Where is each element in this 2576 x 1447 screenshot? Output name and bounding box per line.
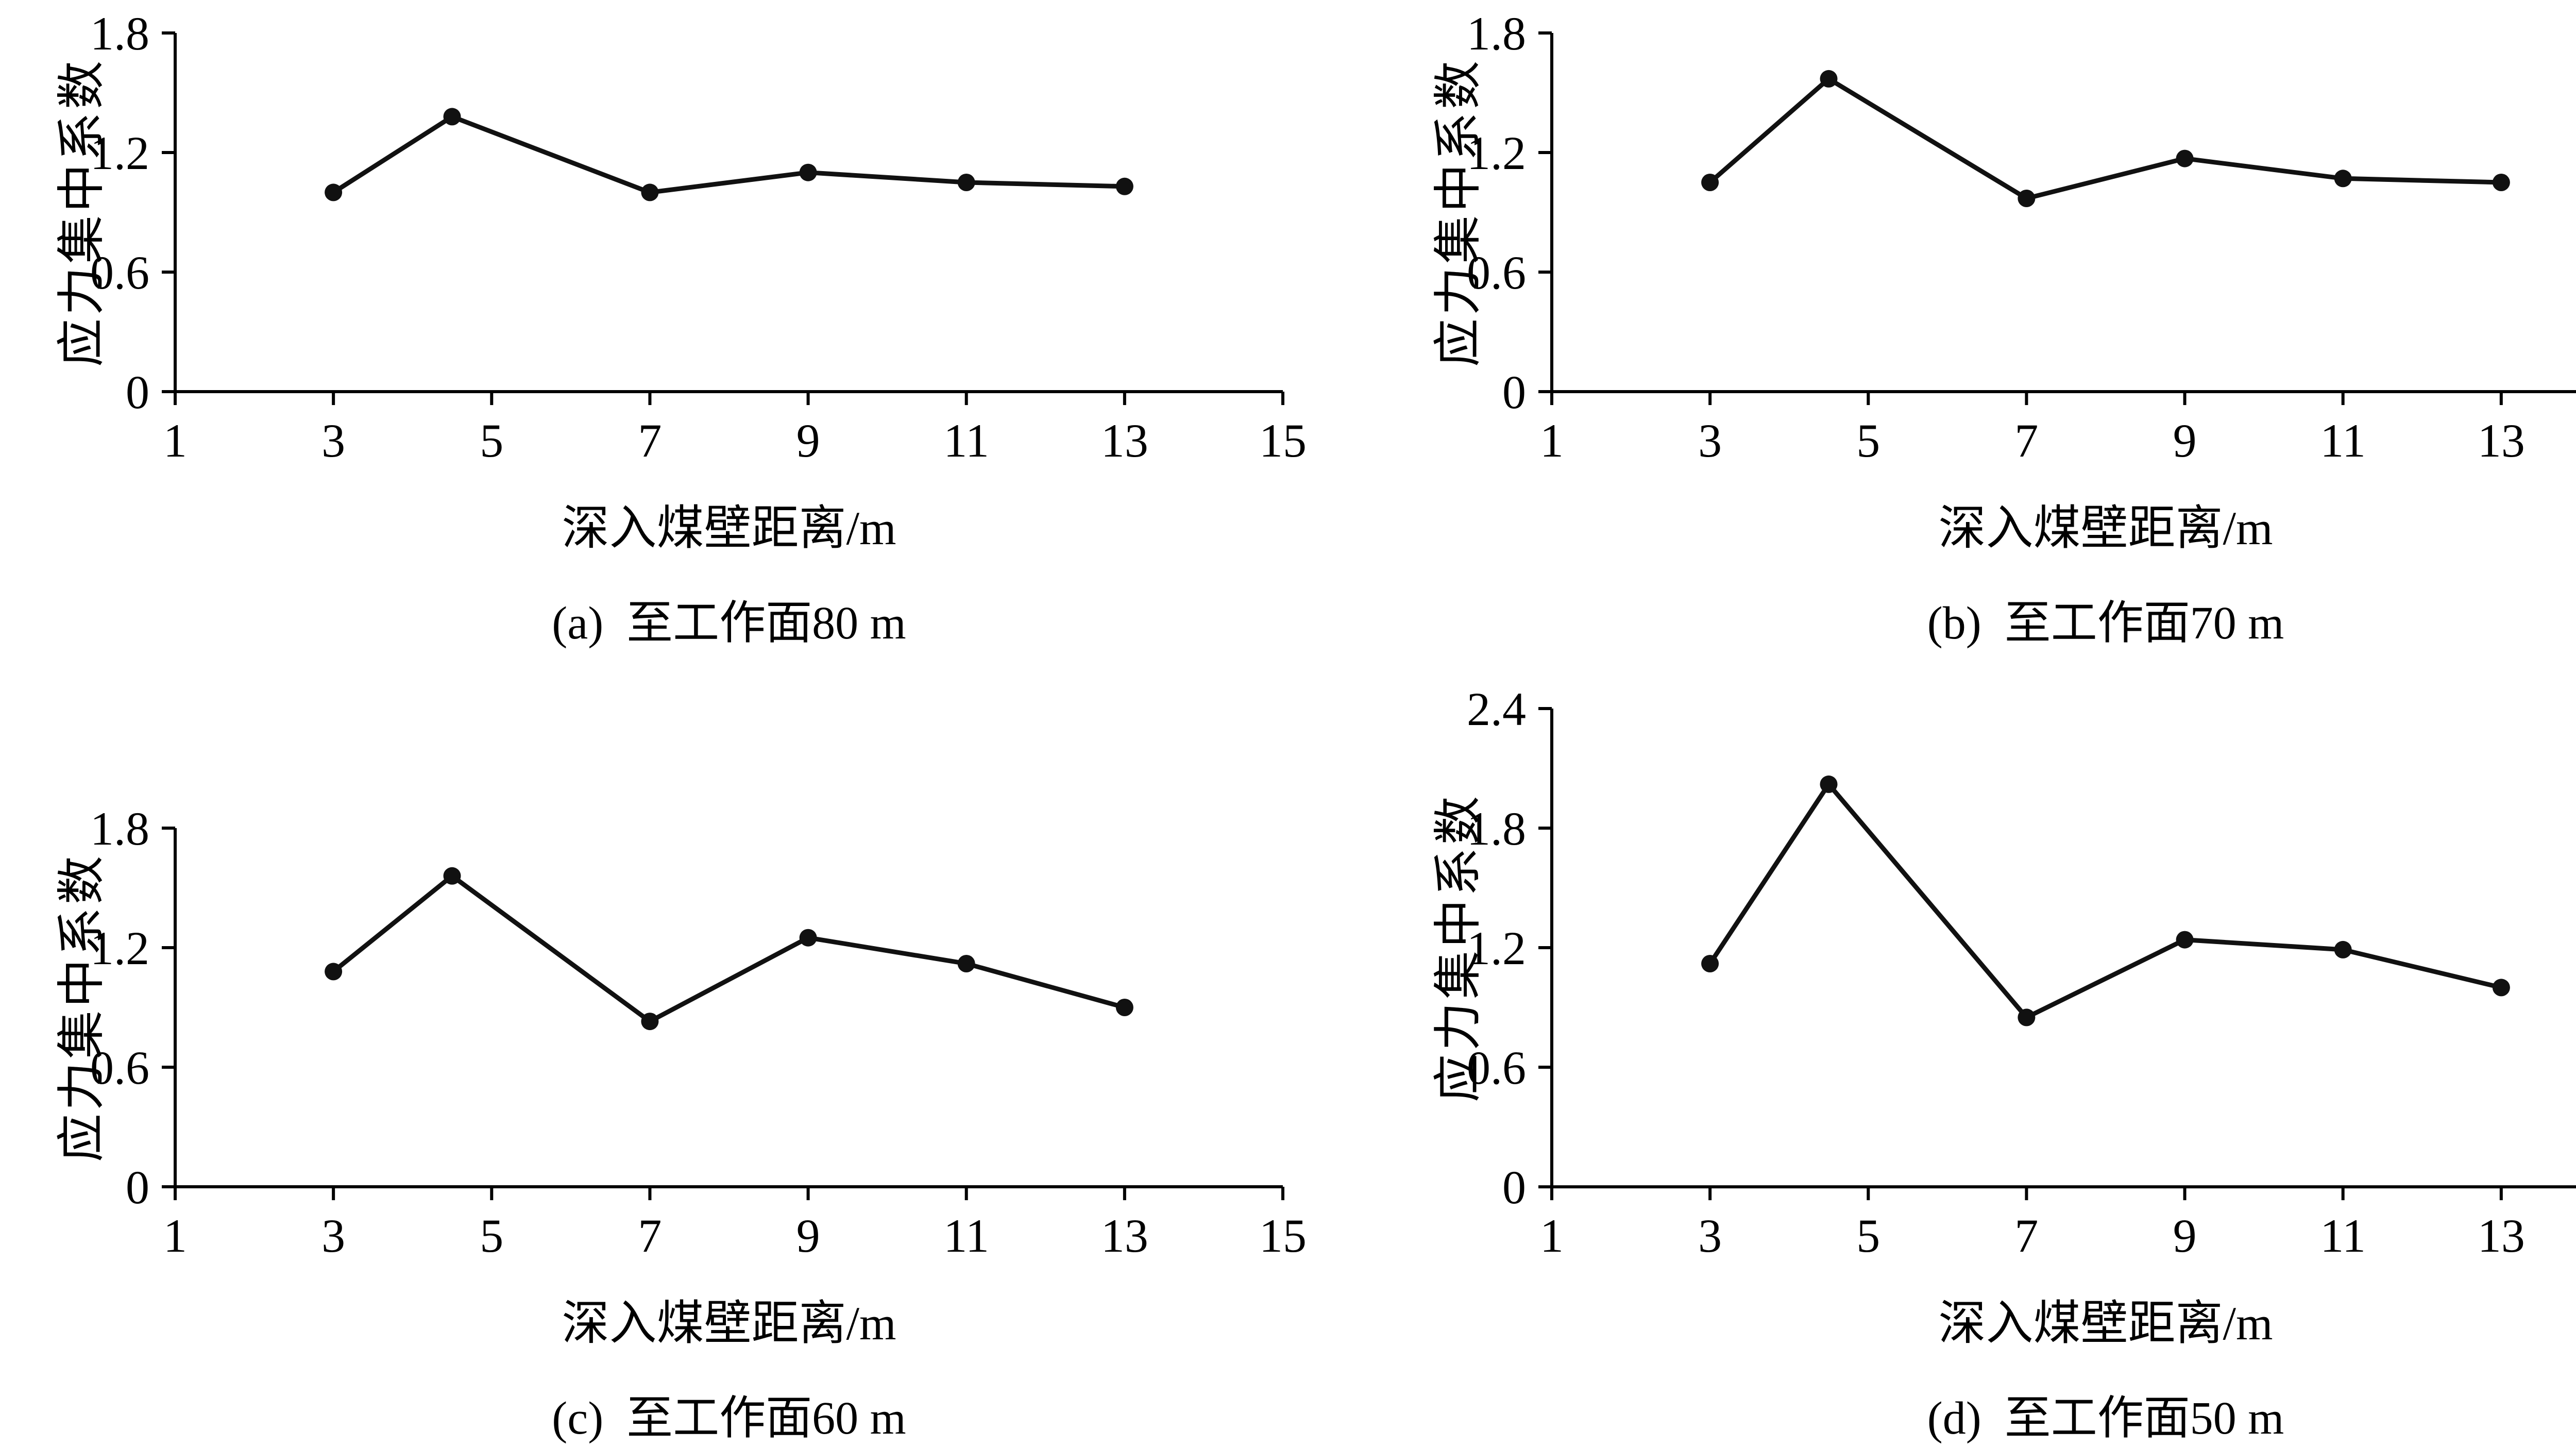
y-tick-label: 1.8 bbox=[90, 802, 149, 855]
chart-c: 应力集中系数 0 0.6 1.2 1.8 1 3 5 7 9 11 13 15 深入煤壁距离/m (c… bbox=[0, 802, 1377, 1447]
x-tick-label: 15 bbox=[1259, 414, 1307, 467]
chart-b-caption: (b) 至工作面70 m bbox=[1927, 598, 2284, 649]
y-tick-label: 1.2 bbox=[1467, 922, 1526, 974]
x-tick-label: 7 bbox=[638, 1209, 662, 1262]
data-point bbox=[2492, 979, 2510, 997]
data-point bbox=[1701, 173, 1719, 191]
chart-a-x-axis-label: 深入煤壁距离/m bbox=[562, 502, 896, 555]
y-tick-label: 0 bbox=[1502, 1161, 1526, 1214]
axes bbox=[174, 32, 1283, 394]
data-point bbox=[2492, 173, 2510, 191]
chart-a: 应力集中系数 0 0.6 1.2 1.8 1 3 5 7 9 11 13 15 深入煤壁距离/m (a… bbox=[0, 7, 1377, 652]
x-tick-label: 5 bbox=[480, 414, 503, 467]
x-tick-label: 13 bbox=[2478, 414, 2525, 467]
data-point bbox=[957, 173, 975, 191]
data-point bbox=[443, 108, 461, 126]
x-tick-label: 1 bbox=[1540, 1209, 1564, 1262]
x-tick-label: 5 bbox=[480, 1209, 503, 1262]
chart-d-y-axis-label: 应力集中系数 bbox=[1432, 793, 1485, 1103]
y-tick-label: 0.6 bbox=[90, 246, 149, 299]
x-tick-label: 11 bbox=[943, 1209, 989, 1262]
y-tick-label: 0 bbox=[126, 366, 149, 418]
data-point bbox=[2018, 189, 2036, 207]
x-tick-label: 9 bbox=[796, 1209, 820, 1262]
x-tick-label: 7 bbox=[638, 414, 662, 467]
y-tick-label: 2.4 bbox=[1467, 683, 1526, 735]
data-point bbox=[799, 163, 817, 181]
axes bbox=[1550, 32, 2576, 394]
x-tick-label: 7 bbox=[2014, 1209, 2038, 1262]
data-point bbox=[1701, 955, 1719, 973]
chart-c-x-axis-label: 深入煤壁距离/m bbox=[562, 1297, 896, 1350]
data-point bbox=[1820, 70, 1838, 88]
y-tick-label: 0.6 bbox=[90, 1041, 149, 1094]
y-tick-label: 0 bbox=[126, 1161, 149, 1214]
axes bbox=[1550, 709, 2576, 1189]
y-tick-label: 1.2 bbox=[90, 922, 149, 974]
chart-c-y-axis-label: 应力集中系数 bbox=[55, 853, 109, 1163]
chart-d-x-axis-label: 深入煤壁距离/m bbox=[1938, 1297, 2273, 1350]
data-line bbox=[332, 873, 1126, 1024]
x-tick-label: 15 bbox=[1259, 1209, 1307, 1262]
data-line bbox=[1708, 76, 2502, 201]
data-point bbox=[2334, 170, 2352, 188]
chart-d-canvas: 00.61.21.82.413579111315 bbox=[1467, 683, 2576, 1262]
data-point bbox=[2334, 940, 2352, 958]
data-point bbox=[2176, 931, 2194, 949]
chart-a-y-axis-label: 应力集中系数 bbox=[55, 58, 109, 367]
chart-a-canvas: 00.61.21.81 3 5 7 9 11 13 15 bbox=[90, 7, 1307, 467]
x-tick-label: 3 bbox=[1698, 1209, 1722, 1262]
data-line bbox=[1708, 782, 2502, 1020]
y-tick-label: 0 bbox=[1502, 366, 1526, 418]
chart-c-caption: (c) 至工作面60 m bbox=[552, 1393, 906, 1444]
x-tick-label: 9 bbox=[796, 414, 820, 467]
data-point bbox=[641, 183, 659, 201]
x-tick-label: 13 bbox=[1101, 414, 1148, 467]
x-tick-label: 3 bbox=[321, 414, 345, 467]
data-point bbox=[2176, 149, 2194, 167]
x-tick-label: 11 bbox=[2320, 1209, 2366, 1262]
y-tick-label: 1.2 bbox=[1467, 127, 1526, 179]
data-line bbox=[332, 114, 1125, 195]
chart-c-canvas: 00.61.21.81 3 5 7 9 11 13 15 bbox=[90, 802, 1307, 1262]
data-point bbox=[443, 867, 461, 885]
y-tick-label: 1.8 bbox=[90, 7, 149, 60]
data-point bbox=[2018, 1008, 2036, 1027]
x-tick-label: 1 bbox=[1540, 414, 1564, 467]
y-tick-label: 1.2 bbox=[90, 127, 149, 179]
x-tick-label: 13 bbox=[2478, 1209, 2525, 1262]
x-tick-label: 5 bbox=[1856, 414, 1880, 467]
data-point bbox=[1115, 999, 1133, 1017]
x-tick-label: 7 bbox=[2014, 414, 2038, 467]
data-point bbox=[1820, 775, 1838, 793]
y-tick-label: 0.6 bbox=[1467, 246, 1526, 299]
chart-a-caption: (a) 至工作面80 m bbox=[552, 598, 906, 649]
x-tick-label: 1 bbox=[163, 1209, 187, 1262]
data-point bbox=[325, 183, 343, 201]
x-tick-label: 9 bbox=[2173, 1209, 2197, 1262]
data-point bbox=[1115, 177, 1133, 195]
x-tick-label: 5 bbox=[1856, 1209, 1880, 1262]
chart-b-x-axis-label: 深入煤壁距离/m bbox=[1938, 502, 2273, 555]
chart-d-caption: (d) 至工作面50 m bbox=[1927, 1393, 2284, 1444]
chart-b-y-axis-label: 应力集中系数 bbox=[1432, 58, 1485, 367]
x-tick-label: 1 bbox=[163, 414, 187, 467]
y-tick-label: 0.6 bbox=[1467, 1041, 1526, 1094]
x-tick-label: 11 bbox=[2320, 414, 2366, 467]
x-tick-label: 3 bbox=[321, 1209, 345, 1262]
data-point bbox=[799, 929, 817, 947]
y-tick-label: 1.8 bbox=[1467, 7, 1526, 60]
data-point bbox=[641, 1013, 659, 1031]
x-tick-label: 3 bbox=[1698, 414, 1722, 467]
data-point bbox=[957, 955, 975, 973]
x-tick-label: 9 bbox=[2173, 414, 2197, 467]
x-tick-label: 13 bbox=[1101, 1209, 1148, 1262]
y-tick-label: 1.8 bbox=[1467, 802, 1526, 855]
data-point bbox=[325, 963, 343, 981]
x-tick-label: 11 bbox=[943, 414, 989, 467]
chart-d: 应力集中系数 00.61.21.82.413579111315 深入煤壁距离/m… bbox=[1377, 683, 2576, 1447]
